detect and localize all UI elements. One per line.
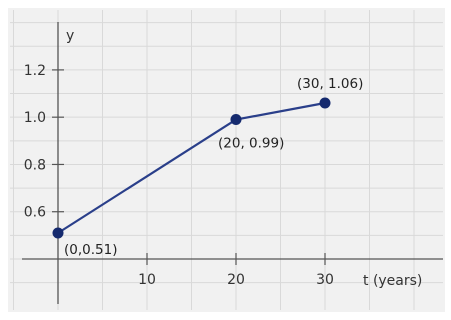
x-tick-label: 20 bbox=[227, 272, 245, 288]
y-tick-label: 1.0 bbox=[24, 110, 46, 126]
x-tick-label: 10 bbox=[138, 272, 156, 288]
x-tick-label: 30 bbox=[316, 272, 334, 288]
data-point bbox=[319, 97, 331, 109]
x-axis-label: t (years) bbox=[363, 273, 422, 289]
data-label: (30, 1.06) bbox=[297, 76, 363, 92]
ticks: 10 20 30 0.6 0.8 1.0 1.2 bbox=[24, 63, 334, 288]
data-label: (20, 0.99) bbox=[218, 136, 284, 152]
y-tick-label: 1.2 bbox=[24, 63, 46, 79]
data-point bbox=[230, 114, 242, 126]
series: (0,0.51) (20, 0.99) (30, 1.06) bbox=[52, 76, 363, 258]
data-point bbox=[52, 227, 64, 239]
plot-background bbox=[8, 8, 445, 312]
data-label: (0,0.51) bbox=[64, 242, 117, 258]
y-tick-label: 0.6 bbox=[24, 205, 46, 221]
y-axis-label: y bbox=[66, 28, 74, 44]
axes bbox=[22, 22, 443, 304]
y-tick-label: 0.8 bbox=[24, 157, 46, 173]
